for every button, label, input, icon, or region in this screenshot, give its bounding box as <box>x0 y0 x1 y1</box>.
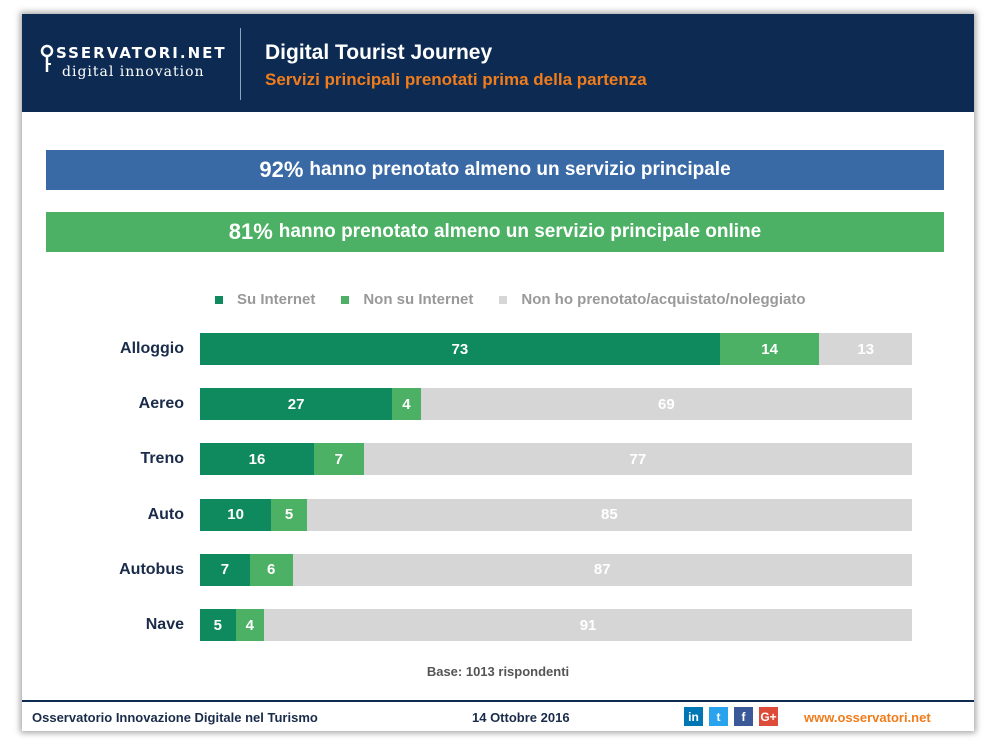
bar-value-label: 16 <box>248 450 266 468</box>
bar-value-label: 73 <box>451 340 469 358</box>
footer-divider <box>22 700 974 702</box>
category-label: Autobus <box>119 560 184 578</box>
bar-value-label: 91 <box>579 616 597 634</box>
bar-value-label: 27 <box>287 395 305 413</box>
category-label: Alloggio <box>120 340 184 357</box>
logo-tagline: digital innovation <box>62 64 205 80</box>
bar-value-label: 5 <box>213 616 222 634</box>
legend-label: Su Internet <box>237 291 316 308</box>
bar-segment: 13 <box>819 333 912 365</box>
bar-segment: 4 <box>392 388 421 421</box>
footer-organization: Osservatorio Innovazione Digitale nel Tu… <box>32 710 318 725</box>
bar-value-label: 7 <box>334 450 343 468</box>
bar-segment: 14 <box>719 333 820 365</box>
header-divider <box>240 28 241 100</box>
linkedin-icon[interactable]: in <box>684 707 703 726</box>
header: SSERVATORI.NET digital innovation Digita… <box>22 14 974 112</box>
banner-booked: 92% hanno prenotato almeno un servizio p… <box>46 150 944 190</box>
osservatori-logo[interactable]: SSERVATORI.NET digital innovation <box>40 44 242 104</box>
banner-booked-online: 81% hanno prenotato almeno un servizio p… <box>46 212 944 252</box>
bar-segment: 91 <box>264 609 912 641</box>
bar-segment: 27 <box>200 388 393 421</box>
legend-swatch <box>499 295 508 304</box>
bar-segment: 5 <box>271 498 307 531</box>
chart-legend: Su Internet Non su Internet Non ho preno… <box>215 291 832 308</box>
legend-item-su-internet: Su Internet <box>215 291 315 308</box>
banner-online-text: hanno prenotato almeno un servizio princ… <box>278 221 762 242</box>
legend-item-non-su-internet: Non su Internet <box>341 291 473 308</box>
bar-segment: 77 <box>363 443 912 476</box>
bar-value-label: 4 <box>245 616 254 634</box>
bar-value-label: 7 <box>220 561 230 579</box>
twitter-icon[interactable]: t <box>709 707 728 726</box>
base-note: Base: 1013 rispondenti <box>426 664 570 679</box>
bar-segment: 7 <box>313 443 364 476</box>
legend-swatch <box>341 295 350 304</box>
bar-segment: 6 <box>249 553 293 586</box>
slide: SSERVATORI.NET digital innovation Digita… <box>22 14 974 731</box>
location-pin-icon <box>40 44 54 72</box>
bar-segment: 7 <box>200 553 250 586</box>
bar-segment: 16 <box>200 443 314 476</box>
legend-label: Non su Internet <box>363 291 474 308</box>
page-subtitle: Servizi principali prenotati prima della… <box>265 70 647 89</box>
bar-value-label: 6 <box>267 561 276 579</box>
category-label: Treno <box>140 450 184 468</box>
legend-swatch <box>215 295 223 304</box>
bar-segment: 85 <box>306 498 912 531</box>
bar-segment: 69 <box>420 388 912 421</box>
banner-online-value: 81% <box>228 219 273 244</box>
bar-segment: 87 <box>292 553 912 586</box>
legend-label: Non ho prenotato/acquistato/noleggiato <box>521 291 806 308</box>
social-links: in t f G+ <box>684 707 784 726</box>
bar-value-label: 87 <box>593 561 611 579</box>
page-title: Digital Tourist Journey <box>265 41 493 64</box>
category-label: Nave <box>145 616 184 633</box>
category-label: Auto <box>147 505 184 523</box>
category-label: Aereo <box>138 395 184 413</box>
google-plus-icon[interactable]: G+ <box>759 707 778 726</box>
bar-value-label: 14 <box>761 340 778 358</box>
bar-value-label: 4 <box>402 395 411 413</box>
bar-segment: 10 <box>200 498 272 531</box>
bar-value-label: 69 <box>658 395 675 413</box>
bar-value-label: 5 <box>284 506 294 524</box>
bar-segment: 4 <box>235 609 265 641</box>
footer-date: 14 Ottobre 2016 <box>472 710 570 725</box>
bar-value-label: 77 <box>629 450 647 468</box>
facebook-icon[interactable]: f <box>734 707 753 726</box>
legend-item-non-prenotato: Non ho prenotato/acquistato/noleggiato <box>499 291 806 308</box>
bar-segment: 73 <box>200 333 720 365</box>
banner-booked-text: hanno prenotato almeno un servizio princ… <box>309 159 731 180</box>
banner-booked-value: 92% <box>259 157 304 182</box>
footer-website-link[interactable]: www.osservatori.net <box>804 710 931 725</box>
bar-segment: 5 <box>200 609 236 641</box>
bar-value-label: 13 <box>857 340 875 358</box>
logo-wordmark: SSERVATORI.NET <box>56 44 227 62</box>
bar-value-label: 85 <box>601 506 618 524</box>
bar-value-label: 10 <box>227 506 244 524</box>
